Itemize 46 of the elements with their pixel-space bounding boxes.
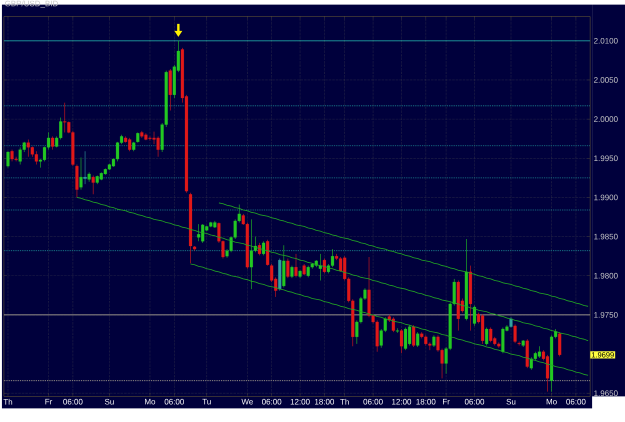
candlestick [318, 253, 322, 281]
candlestick [266, 239, 270, 266]
candlestick [262, 240, 266, 256]
candlestick [472, 305, 476, 326]
candlestick [306, 265, 310, 278]
candlestick [509, 316, 513, 328]
candlestick [416, 332, 420, 348]
candlestick [400, 328, 404, 354]
candlestick [79, 157, 83, 190]
candlestick [197, 224, 200, 242]
candlestick [412, 324, 416, 348]
candlestick [10, 149, 14, 162]
candlestick [538, 346, 541, 358]
candlestick [392, 316, 395, 332]
candlestick [136, 132, 140, 143]
candlestick [558, 332, 562, 357]
candlestick [51, 136, 54, 150]
candlestick [514, 324, 517, 344]
candlestick [63, 102, 66, 133]
candlestick [546, 354, 550, 392]
candlestick [404, 327, 408, 350]
candlestick [75, 164, 78, 198]
candlestick [34, 150, 38, 165]
candlestick [258, 242, 262, 256]
candlestick [290, 265, 294, 278]
candlestick [302, 264, 306, 276]
candlestick [88, 172, 91, 182]
candlestick [432, 334, 436, 348]
candlestick [294, 253, 298, 278]
candlestick [18, 146, 22, 165]
candlestick [286, 258, 290, 278]
candlestick [501, 327, 504, 354]
candlestick [485, 327, 488, 346]
candlestick [250, 218, 253, 290]
candlestick [530, 356, 533, 370]
candlestick [132, 141, 136, 152]
candlestick [128, 137, 132, 152]
candlestick [489, 327, 492, 342]
candlestick [148, 136, 152, 140]
candlestick [83, 150, 87, 184]
candlestick [201, 224, 204, 244]
candlestick [322, 258, 326, 274]
candlestick [26, 139, 30, 157]
candlestick [6, 150, 10, 168]
candlestick [424, 334, 428, 346]
candlestick [92, 175, 95, 194]
